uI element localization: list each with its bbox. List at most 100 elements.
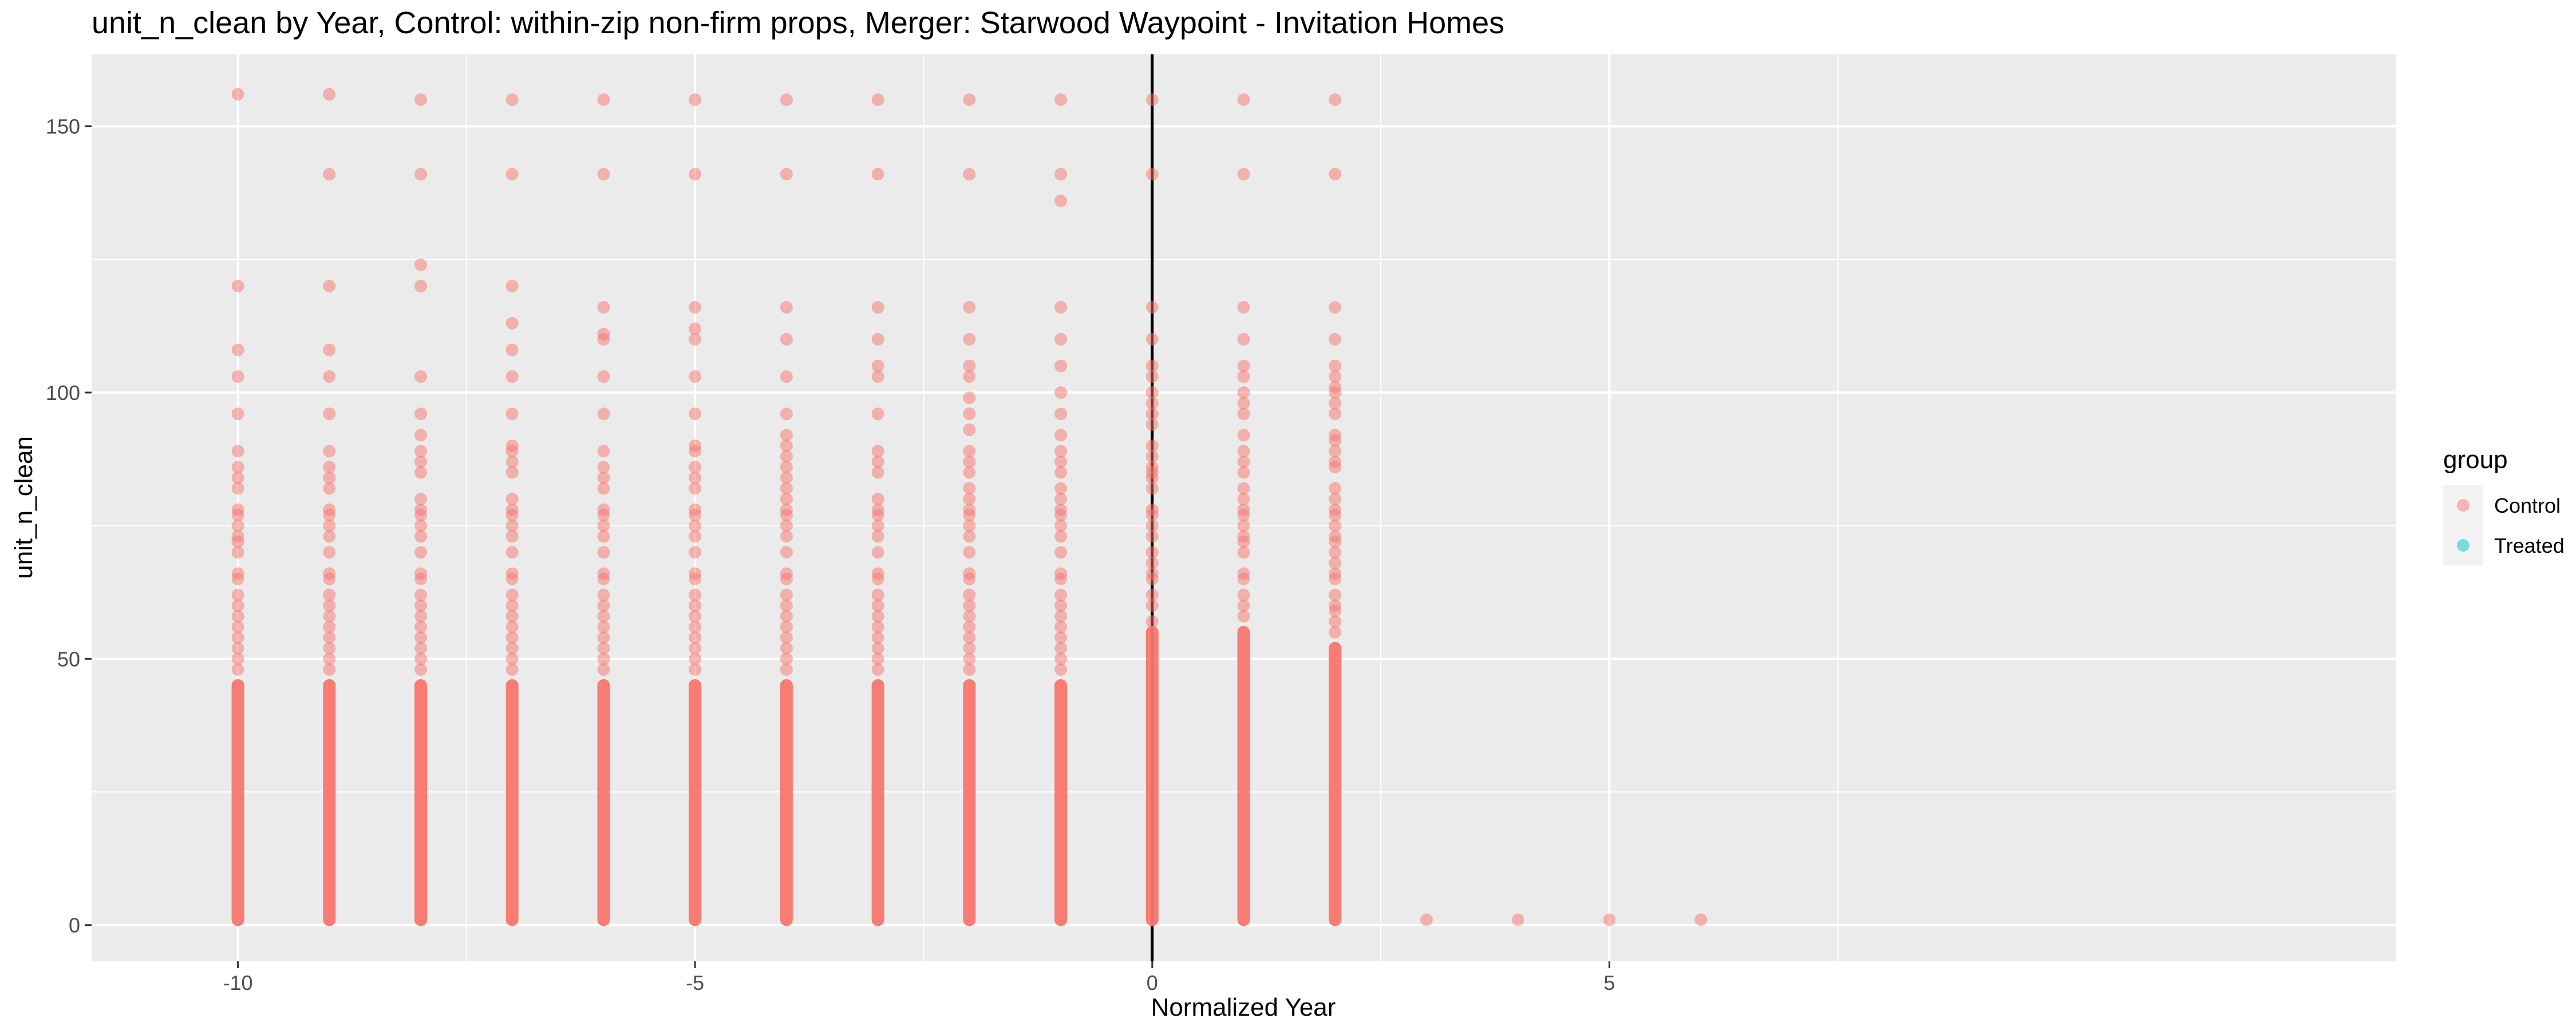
data-point xyxy=(1329,567,1342,580)
data-point xyxy=(963,567,976,580)
x-tick-label: -10 xyxy=(223,971,253,995)
data-point xyxy=(231,631,244,644)
data-point xyxy=(1054,482,1068,495)
data-point xyxy=(323,407,336,421)
data-point xyxy=(505,455,519,468)
dense-point-column xyxy=(780,679,793,926)
legend-title: group xyxy=(2443,446,2508,474)
data-point xyxy=(414,93,427,106)
data-point xyxy=(1145,615,1159,628)
data-point xyxy=(1237,493,1250,506)
data-point xyxy=(414,588,427,601)
data-point xyxy=(1145,503,1159,516)
data-point xyxy=(1054,493,1068,506)
data-point xyxy=(597,652,610,665)
x-axis: -10 -5 0 5 xyxy=(223,961,1615,995)
data-point xyxy=(1329,370,1342,383)
dense-point-column xyxy=(1145,625,1159,926)
data-point xyxy=(597,445,610,458)
data-point xyxy=(414,493,427,506)
data-point xyxy=(323,168,336,181)
data-point xyxy=(871,445,884,458)
data-point xyxy=(1329,482,1342,495)
data-point xyxy=(780,301,793,314)
data-point xyxy=(780,370,793,383)
data-point xyxy=(871,599,884,612)
data-point xyxy=(1694,913,1708,926)
data-point xyxy=(780,620,793,633)
data-point xyxy=(1420,913,1433,926)
data-point xyxy=(963,620,976,633)
data-point xyxy=(1329,556,1342,569)
data-point xyxy=(1329,93,1342,106)
data-point xyxy=(414,652,427,665)
data-point xyxy=(1145,556,1159,569)
data-point xyxy=(871,620,884,633)
data-point xyxy=(597,327,610,340)
data-point xyxy=(963,332,976,346)
data-point xyxy=(871,370,884,383)
data-point xyxy=(231,663,244,676)
data-point xyxy=(323,652,336,665)
data-point xyxy=(871,359,884,373)
data-point xyxy=(963,445,976,458)
dense-point-column xyxy=(597,679,610,926)
data-point xyxy=(871,588,884,601)
data-point xyxy=(1237,503,1250,516)
data-point xyxy=(1329,301,1342,314)
data-point xyxy=(1145,439,1159,453)
data-point xyxy=(231,652,244,665)
data-point xyxy=(963,455,976,468)
data-point xyxy=(505,370,519,383)
data-point xyxy=(597,482,610,495)
data-point xyxy=(689,503,702,516)
data-point xyxy=(1237,370,1250,383)
data-point xyxy=(597,663,610,676)
data-point xyxy=(505,652,519,665)
data-point xyxy=(1145,418,1159,431)
data-point xyxy=(505,279,519,292)
data-point xyxy=(323,88,336,101)
y-axis: 0 50 100 150 xyxy=(46,115,92,937)
data-point xyxy=(1145,482,1159,495)
data-point xyxy=(1054,530,1068,543)
data-point xyxy=(597,407,610,421)
y-axis-title: unit_n_clean xyxy=(10,436,38,579)
data-point xyxy=(1054,620,1068,633)
data-point xyxy=(1329,625,1342,639)
data-point xyxy=(1145,567,1159,580)
data-point xyxy=(689,631,702,644)
data-point xyxy=(1054,386,1068,399)
data-point xyxy=(1145,519,1159,532)
data-point xyxy=(871,168,884,181)
data-point xyxy=(505,609,519,623)
data-point xyxy=(1329,407,1342,421)
data-point xyxy=(689,301,702,314)
data-point xyxy=(1054,466,1068,479)
data-point xyxy=(323,663,336,676)
data-point xyxy=(505,493,519,506)
dense-point-column xyxy=(871,679,884,926)
data-point xyxy=(1237,482,1250,495)
data-point xyxy=(963,530,976,543)
data-point xyxy=(323,641,336,655)
data-point xyxy=(1237,466,1250,479)
data-point xyxy=(780,471,793,484)
x-tick-label: -5 xyxy=(686,971,704,995)
data-point xyxy=(689,567,702,580)
data-point xyxy=(231,407,244,421)
data-point xyxy=(231,445,244,458)
data-point xyxy=(871,503,884,516)
data-point xyxy=(1329,588,1342,601)
data-point xyxy=(505,93,519,106)
data-point xyxy=(871,663,884,676)
data-point xyxy=(1145,397,1159,410)
data-point xyxy=(871,519,884,532)
dense-point-column xyxy=(1237,625,1250,926)
data-point xyxy=(963,391,976,405)
data-point xyxy=(963,546,976,559)
data-point xyxy=(323,343,336,356)
data-point xyxy=(597,609,610,623)
data-point xyxy=(231,370,244,383)
data-point xyxy=(323,599,336,612)
